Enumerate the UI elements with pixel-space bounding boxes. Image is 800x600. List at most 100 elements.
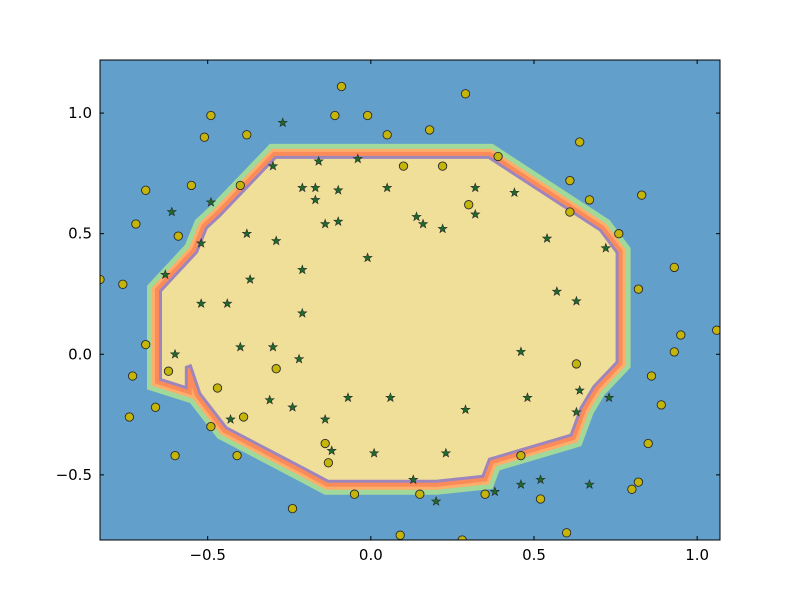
data-point-star (313, 155, 324, 166)
data-point-star (584, 479, 595, 489)
data-point-star (169, 348, 181, 359)
data-point-circle (131, 219, 141, 229)
data-point-star (489, 486, 501, 497)
plot-frame (99, 59, 721, 541)
data-point-star (440, 447, 452, 458)
data-point-star (571, 406, 582, 417)
data-point-star (205, 196, 217, 207)
data-point-circle (141, 185, 151, 195)
data-point-star (408, 474, 419, 485)
data-point-circle (669, 262, 679, 273)
data-point-star (352, 153, 363, 164)
data-point-circle (124, 412, 135, 422)
data-point-star (551, 286, 563, 296)
data-point-circle (170, 450, 180, 461)
data-point-star (385, 392, 396, 403)
data-point-circle (206, 110, 216, 121)
data-point-star (515, 479, 527, 489)
data-point-star (509, 187, 520, 198)
data-point-circle (141, 339, 151, 350)
y-tick-label: −0.5 (56, 466, 92, 484)
data-point-star (271, 235, 282, 246)
data-point-circle (480, 489, 490, 499)
data-point-circle (575, 137, 585, 147)
data-point-star (333, 184, 344, 195)
data-point-circle (633, 477, 644, 487)
data-point-circle (535, 494, 546, 504)
data-point-circle (584, 195, 595, 205)
data-point-circle (206, 421, 216, 432)
data-point-circle (118, 279, 128, 289)
data-point-circle (464, 200, 474, 210)
data-point-star (244, 274, 256, 284)
data-markers (100, 81, 720, 540)
data-point-circle (238, 412, 249, 422)
x-tick-label: 0.5 (522, 546, 546, 564)
x-axis: −0.5 0.0 0.5 1.0 (189, 60, 709, 564)
data-point-star (225, 413, 236, 424)
data-point-star (600, 242, 611, 253)
data-point-circle (676, 330, 686, 340)
data-point-star (195, 298, 207, 309)
data-point-star (437, 223, 448, 234)
data-point-star (326, 445, 337, 456)
data-point-circle (382, 130, 392, 140)
data-point-star (411, 211, 422, 222)
data-point-circle (398, 161, 409, 171)
data-point-star (241, 228, 253, 239)
data-point-circle (235, 180, 245, 191)
data-point-star (293, 353, 305, 364)
data-point-star (297, 182, 308, 193)
data-point-circle (323, 458, 334, 468)
data-point-circle (627, 484, 637, 494)
data-point-circle (362, 110, 373, 121)
y-tick-label: 0.0 (68, 345, 92, 363)
data-point-circle (330, 110, 340, 121)
data-point-star (470, 208, 481, 219)
data-point-circle (637, 190, 647, 200)
data-point-star (160, 269, 171, 280)
data-point-star (297, 307, 308, 318)
data-point-star (195, 237, 207, 248)
data-point-circle (656, 400, 666, 410)
data-point-circle (232, 450, 242, 461)
data-point-star (574, 384, 585, 395)
data-point-circle (646, 371, 657, 381)
data-point-star (381, 182, 393, 193)
data-point-circle (415, 489, 425, 499)
data-point-star (297, 264, 308, 275)
data-point-circle (395, 530, 405, 540)
data-point-star (319, 413, 331, 424)
data-point-star (267, 341, 279, 352)
data-point-circle (614, 229, 624, 239)
data-point-circle (571, 359, 582, 369)
data-point-star (222, 298, 233, 309)
data-point-circle (437, 161, 448, 171)
data-point-star (310, 182, 321, 193)
data-point-star (287, 401, 298, 412)
data-point-circle (712, 325, 720, 335)
data-point-star (603, 392, 615, 403)
data-point-star (342, 392, 354, 403)
data-point-circle (186, 180, 197, 191)
data-point-star (362, 252, 373, 263)
data-point-circle (424, 125, 435, 135)
data-point-circle (565, 175, 575, 186)
data-point-circle (242, 130, 252, 140)
data-point-circle (150, 402, 161, 412)
data-point-circle (669, 347, 679, 357)
data-point-circle (199, 132, 210, 142)
data-point-circle (516, 450, 526, 461)
y-axis: −0.5 0.0 0.5 1.0 (56, 104, 720, 484)
data-point-star (460, 404, 471, 415)
data-point-star (319, 218, 331, 229)
data-point-star (515, 346, 527, 357)
data-point-circle (212, 383, 223, 393)
data-point-circle (493, 151, 503, 162)
data-point-circle (320, 438, 330, 449)
data-point-star (541, 233, 553, 243)
data-point-circle (173, 231, 183, 241)
data-point-star (368, 447, 380, 458)
x-tick-label: 0.0 (359, 546, 383, 564)
